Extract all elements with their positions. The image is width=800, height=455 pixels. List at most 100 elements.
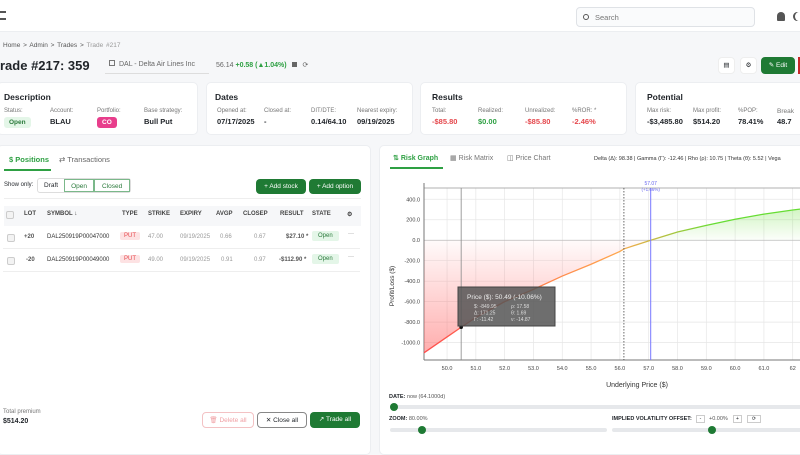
more-icon[interactable]: ··· [348,231,354,237]
results-card: Results Total: -$85.80 Realized: $0.00 U… [420,82,627,135]
opened-value: 07/17/2025 [217,117,255,126]
expiry: 09/19/2025 [180,257,211,263]
col-expiry[interactable]: EXPIRY [180,211,202,217]
ticker-select[interactable]: DAL - Delta Air Lines Inc [105,58,209,74]
card-title: Potential [647,92,683,102]
type-badge: PUT [120,232,140,240]
tab-price-chart[interactable]: ◫ Price Chart [507,154,551,162]
breadcrumb-trades[interactable]: Trades [57,42,78,49]
reset-icon[interactable]: ⟳ [747,415,761,423]
x-tick-label: 50.0 [442,366,453,372]
description-card: Description Status: Open Account: BLAU P… [0,82,198,135]
zoom-slider-handle[interactable] [418,426,427,434]
label: Realized: [478,108,504,114]
tab-label: Risk Matrix [458,155,494,162]
tab-risk-graph[interactable]: ⇅ Risk Graph [390,154,443,169]
label: Max risk: [647,108,671,114]
tab-transactions[interactable]: ⇄ Transactions [59,155,110,164]
type-badge: PUT [120,255,140,263]
chart-icon [109,60,115,66]
add-stock-button[interactable]: + Add stock [256,179,306,194]
y-axis-label: Profit/Loss ($) [389,266,396,306]
label: %ROR: * [572,108,597,114]
label: %POP: [738,108,758,114]
tab-positions[interactable]: $ Positions [4,155,51,171]
greeks-summary: Delta (Δ): 98.38 | Gamma (Γ): -12.46 | R… [594,156,781,162]
add-option-button[interactable]: + Add option [309,179,361,194]
edit-button[interactable]: ✎ Edit [761,57,795,74]
breadcrumb: Home > Admin > Trades > Trade #217 [3,42,120,49]
menu-icon[interactable] [0,11,6,20]
sep: > [79,42,84,49]
breadcrumb-home[interactable]: Home [3,42,21,49]
account-value: BLAU [50,117,71,126]
symbol: DAL250919P00047000 [47,234,110,240]
col-avgp[interactable]: AVGP [216,211,233,217]
chart-icon: ◫ [507,155,514,162]
x-tick-label: 62 [790,366,796,372]
profit-area [650,209,800,241]
row-checkbox[interactable] [7,257,15,265]
iv-increase-button[interactable]: + [733,415,742,423]
closep: 0.97 [254,257,266,263]
filter-open[interactable]: Open [64,179,94,192]
date-slider-handle[interactable] [390,403,398,411]
tooltip-title: Price ($): 50.49 (-10.06%) [467,294,542,301]
row-checkbox[interactable] [7,234,15,242]
x-axis-label: Underlying Price ($) [606,382,668,389]
settings-button[interactable]: ⚙ [740,57,757,74]
label: Total: [432,108,447,114]
label: DIT/DTE: [311,108,336,114]
total-premium-value: $514.20 [3,418,29,425]
col-type[interactable]: TYPE [122,211,138,217]
col-state[interactable]: STATE [312,211,331,217]
search-placeholder: Search [595,13,619,22]
delete-trade-button[interactable] [798,57,800,74]
col-strike[interactable]: STRIKE [148,211,171,217]
x-tick-label: 57.0 [643,366,654,372]
button-label: Close all [273,417,299,424]
x-tick-label: 53.0 [528,366,539,372]
filter-closed[interactable]: Closed [94,179,131,192]
strike: 49.00 [148,257,164,263]
date-slider[interactable] [390,405,800,409]
select-all-checkbox[interactable] [6,211,14,219]
trade-all-button[interactable]: ↗ Trade all [310,412,360,428]
iv-offset-slider[interactable] [612,428,800,432]
stop-icon[interactable] [291,62,297,67]
ticker-quote: 56.14 +0.58 (▲1.04%) ⟳ [216,61,308,69]
state-badge: Open [312,231,339,241]
zoom-slider[interactable] [390,428,607,432]
risk-graph-chart[interactable]: 50.0 51.0 52.0 53.0 54.0 55.0 56.0 57.0 58.0 59.0… [380,175,800,390]
breadcrumb-admin[interactable]: Admin [29,42,48,49]
filter-draft[interactable]: Draft [44,182,59,189]
tab-label: Risk Graph [400,155,439,162]
card-title: Dates [215,92,239,102]
total-premium-label: Total premium [3,409,41,415]
x-tick-label: 56.0 [615,366,626,372]
loss-area [424,240,651,353]
delete-all-button[interactable]: 🗑 Delete all [202,412,254,428]
search-input[interactable]: Search [576,7,755,27]
comment-button[interactable]: ▤ [718,57,735,74]
grid-icon: ▦ [450,155,457,162]
swap-icon: ⇄ [59,155,66,164]
bell-icon[interactable] [777,12,785,21]
expiry-value: 09/19/2025 [357,117,395,126]
iv-decrease-button[interactable]: - [696,415,705,423]
col-lot[interactable]: LOT [24,211,36,217]
iv-slider-handle[interactable] [708,426,716,434]
close-all-button[interactable]: ✕ Close all [257,412,307,428]
col-result[interactable]: RESULT [280,211,304,217]
strike: 47.00 [148,234,164,240]
refresh-icon[interactable]: ⟳ [302,62,309,69]
gear-icon[interactable]: ⚙ [347,212,353,218]
col-symbol[interactable]: SYMBOL ↓ [47,211,78,217]
tooltip-line: θ: 1.69 [511,311,527,317]
avgp: 0.66 [220,234,232,240]
moon-icon[interactable] [795,12,800,21]
tab-risk-matrix[interactable]: ▦ Risk Matrix [450,154,493,162]
col-closep[interactable]: CLOSEP [243,211,268,217]
more-icon[interactable]: ··· [348,254,354,260]
dit-value: 0.14/64.10 [311,117,347,126]
